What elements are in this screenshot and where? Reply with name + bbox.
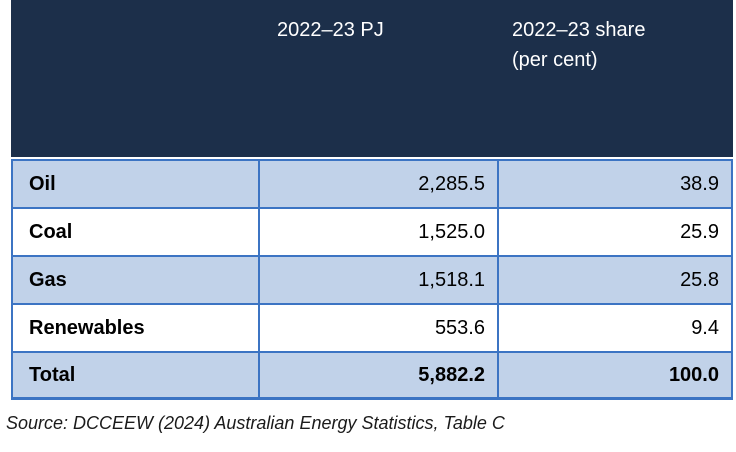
header-cell-share: 2022–23 share (per cent) — [497, 0, 733, 157]
table-row-oil: Oil 2,285.5 38.9 — [13, 161, 731, 209]
row-pj-value: 5,882.2 — [258, 353, 497, 397]
row-label: Gas — [29, 268, 67, 291]
row-share-value: 9.4 — [497, 305, 731, 351]
table-header-row: 2022–23 PJ 2022–23 share (per cent) — [11, 0, 733, 157]
row-pj-value: 2,285.5 — [258, 161, 497, 207]
table-row-renewables: Renewables 553.6 9.4 — [13, 305, 731, 353]
source-note: Source: DCCEEW (2024) Australian Energy … — [6, 413, 505, 433]
row-pj-value: 1,518.1 — [258, 257, 497, 303]
row-pj-value: 553.6 — [258, 305, 497, 351]
header-label-share: 2022–23 share (per cent) — [512, 19, 646, 71]
table-body: Oil 2,285.5 38.9 Coal 1,525.0 25.9 Gas 1… — [11, 159, 733, 400]
table-row-coal: Coal 1,525.0 25.9 — [13, 209, 731, 257]
row-label: Renewables — [29, 316, 145, 339]
row-share-value: 38.9 — [497, 161, 731, 207]
table-row-total: Total 5,882.2 100.0 — [13, 353, 731, 397]
row-share-value: 25.9 — [497, 209, 731, 255]
header-cell-fuel — [11, 0, 258, 157]
row-share-value: 25.8 — [497, 257, 731, 303]
energy-statistics-table: 2022–23 PJ 2022–23 share (per cent) Oil … — [11, 0, 733, 400]
row-label: Total — [29, 363, 76, 386]
table-row-gas: Gas 1,518.1 25.8 — [13, 257, 731, 305]
row-label: Oil — [29, 172, 56, 195]
header-cell-pj: 2022–23 PJ — [258, 0, 497, 157]
row-pj-value: 1,525.0 — [258, 209, 497, 255]
header-label-pj: 2022–23 PJ — [277, 19, 384, 41]
row-share-value: 100.0 — [497, 353, 731, 397]
row-label: Coal — [29, 220, 73, 243]
